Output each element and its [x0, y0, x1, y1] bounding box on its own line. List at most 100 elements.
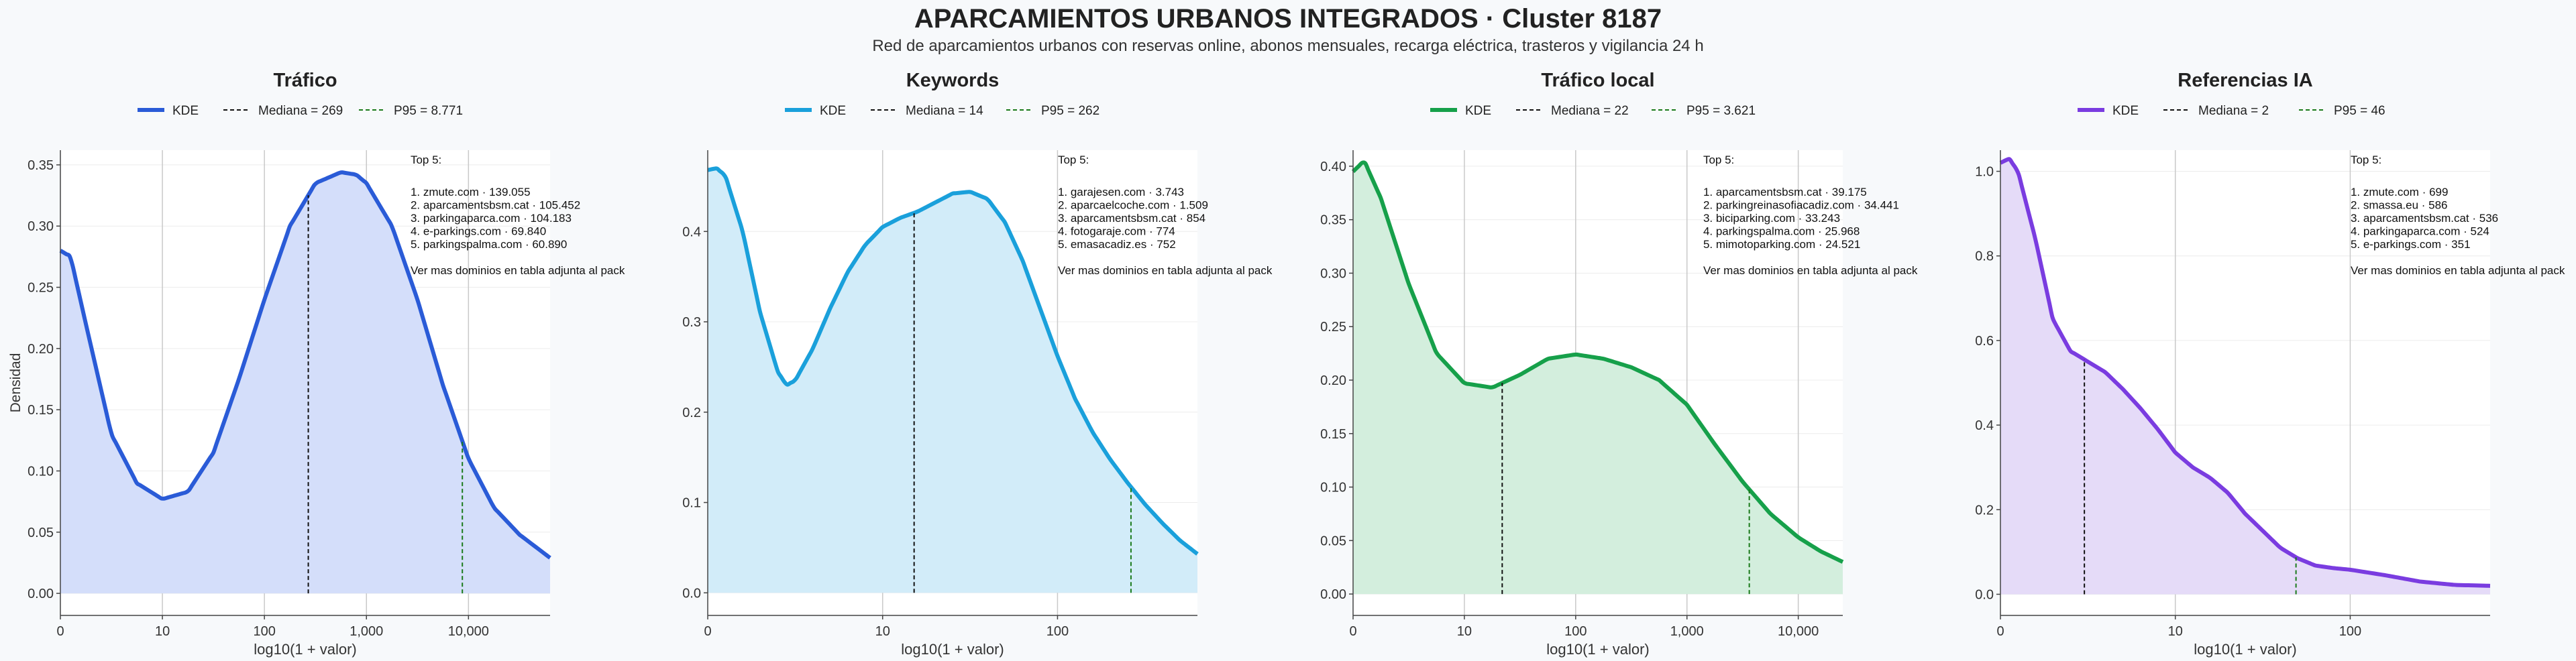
- legend-p95-label: P95 = 8.771: [394, 104, 463, 118]
- top5-item: 5. mimotoparking.com · 24.521: [1703, 238, 1860, 251]
- top5-item: 1. garajesen.com · 3.743: [1058, 186, 1184, 198]
- legend-p95-label: P95 = 262: [1041, 104, 1099, 118]
- y-tick-label: 0.15: [28, 403, 54, 418]
- y-axis-label: Densidad: [8, 353, 23, 413]
- top5-item: 1. zmute.com · 699: [2351, 186, 2449, 198]
- top5-item: 3. biciparking.com · 33.243: [1703, 212, 1840, 225]
- kde-line: [707, 166, 1199, 556]
- x-axis-label: log10(1 + valor): [1546, 641, 1649, 658]
- top5-item: 1. zmute.com · 139.055: [411, 186, 531, 198]
- top5-item: 2. aparcamentsbsm.cat · 105.452: [411, 199, 580, 212]
- y-tick-label: 0.30: [28, 219, 54, 234]
- page-subtitle: Red de aparcamientos urbanos con reserva…: [872, 37, 1704, 55]
- top5-footer: Ver mas dominios en tabla adjunta al pac…: [1703, 264, 1918, 277]
- top5-item: 3. aparcamentsbsm.cat · 536: [2351, 212, 2498, 225]
- y-tick-label: 0.10: [1320, 481, 1346, 495]
- x-axis-label: log10(1 + valor): [2194, 641, 2296, 658]
- x-tick-label: 10,000: [448, 624, 489, 639]
- top5-item: 5. e-parkings.com · 351: [2351, 238, 2471, 251]
- top5-footer: Ver mas dominios en tabla adjunta al pac…: [2351, 264, 2565, 277]
- top5-footer: Ver mas dominios en tabla adjunta al pac…: [411, 264, 625, 277]
- kde-line: [59, 170, 551, 560]
- top5-item: 5. emasacadiz.es · 752: [1058, 238, 1176, 251]
- kde-area: [2000, 159, 2490, 595]
- y-tick-label: 0.00: [1320, 587, 1346, 602]
- legend-median-label: Mediana = 14: [906, 104, 983, 118]
- chart-panel: 0.00 0.05 0.10 0.15 0.20 0.25 0.30 0.35 0 10 100 1,…: [8, 104, 625, 658]
- top5-heading: Top 5:: [1703, 154, 1734, 166]
- chart-panel: 0.00 0.05 0.10 0.15 0.20 0.25 0.30 0.35 0.40 0 10 1…: [1320, 104, 1918, 658]
- top5-item: 3. aparcamentsbsm.cat · 854: [1058, 212, 1205, 225]
- legend-kde-label: KDE: [820, 104, 846, 118]
- y-tick-label: 0.10: [28, 464, 54, 479]
- top5-item: 4. fotogaraje.com · 774: [1058, 225, 1175, 238]
- top5-item: 5. parkingspalma.com · 60.890: [411, 238, 567, 251]
- y-tick-label: 0.6: [1975, 334, 1994, 349]
- legend-p95-label: P95 = 46: [2334, 104, 2385, 118]
- y-tick-label: 0.3: [682, 315, 701, 330]
- kde-area: [1353, 162, 1843, 595]
- top5-item: 2. smassa.eu · 586: [2351, 199, 2448, 212]
- page-title: APARCAMIENTOS URBANOS INTEGRADOS · Clust…: [914, 4, 1662, 34]
- legend-kde-label: KDE: [1465, 104, 1491, 118]
- top5-item: 4. parkingspalma.com · 25.968: [1703, 225, 1860, 238]
- x-tick-label: 100: [1564, 624, 1587, 639]
- y-tick-label: 0.1: [682, 496, 701, 511]
- panel-title-trafico-local: Tráfico local: [1541, 70, 1655, 91]
- x-tick-label: 1,000: [350, 624, 383, 639]
- y-tick-label: 0.2: [682, 406, 701, 420]
- x-tick-label: 1,000: [1670, 624, 1704, 639]
- y-tick-label: 0.4: [682, 225, 701, 239]
- top5-item: 4. e-parkings.com · 69.840: [411, 225, 546, 238]
- top5-item: 2. aparcaelcoche.com · 1.509: [1058, 199, 1208, 212]
- top5-footer: Ver mas dominios en tabla adjunta al pac…: [1058, 264, 1273, 277]
- legend: KDE Mediana = 269 P95 = 8.771: [138, 104, 463, 118]
- chart-panel: 0.0 0.1 0.2 0.3 0.4 0 10 100 log10(1 + valor) Top…: [682, 104, 1273, 658]
- top5-item: 2. parkingreinasofiacadiz.com · 34.441: [1703, 199, 1899, 212]
- legend-kde-label: KDE: [2112, 104, 2139, 118]
- y-tick-label: 1.0: [1975, 165, 1994, 180]
- x-tick-label: 10,000: [1778, 624, 1819, 639]
- y-tick-label: 0.15: [1320, 427, 1346, 442]
- top5-heading: Top 5:: [411, 154, 441, 166]
- legend: KDE Mediana = 22 P95 = 3.621: [1430, 104, 1756, 118]
- x-tick-label: 10: [155, 624, 170, 639]
- top5-heading: Top 5:: [1058, 154, 1089, 166]
- y-tick-label: 0.0: [1975, 587, 1994, 602]
- y-tick-label: 0.00: [28, 587, 54, 601]
- y-tick-label: 0.25: [1320, 320, 1346, 335]
- legend-p95-label: P95 = 3.621: [1686, 104, 1756, 118]
- legend-median-label: Mediana = 269: [258, 104, 343, 118]
- y-tick-label: 0.25: [28, 281, 54, 296]
- top5-item: 3. parkingaparca.com · 104.183: [411, 212, 572, 225]
- legend-median-label: Mediana = 22: [1551, 104, 1629, 118]
- panel-title-keywords: Keywords: [906, 70, 1000, 91]
- y-tick-label: 0.05: [28, 526, 54, 540]
- y-tick-label: 0.4: [1975, 418, 1994, 433]
- top5-heading: Top 5:: [2351, 154, 2381, 166]
- chart-panel: 0.0 0.2 0.4 0.6 0.8 1.0 0 10 100 log10(1 + valor)…: [1975, 104, 2565, 658]
- legend: KDE Mediana = 14 P95 = 262: [785, 104, 1099, 118]
- y-tick-label: 0.35: [1320, 213, 1346, 228]
- legend-kde-label: KDE: [172, 104, 199, 118]
- x-axis-label: log10(1 + valor): [901, 641, 1004, 658]
- x-tick-label: 10: [2168, 624, 2183, 639]
- x-tick-label: 0: [704, 624, 711, 639]
- kde-line: [1999, 157, 2491, 588]
- legend-median-label: Mediana = 2: [2198, 104, 2269, 118]
- x-tick-label: 100: [253, 624, 275, 639]
- x-tick-label: 0: [1996, 624, 2004, 639]
- panel-title-referencias-ia: Referencias IA: [2178, 70, 2313, 91]
- y-tick-label: 0.30: [1320, 266, 1346, 281]
- x-tick-label: 100: [2339, 624, 2361, 639]
- kde-area: [60, 172, 550, 594]
- y-tick-label: 0.0: [682, 586, 701, 601]
- x-axis-label: log10(1 + valor): [254, 641, 356, 658]
- top5-item: 4. parkingaparca.com · 524: [2351, 225, 2489, 238]
- kde-area: [708, 168, 1197, 593]
- y-tick-label: 0.35: [28, 158, 54, 173]
- x-tick-label: 0: [1349, 624, 1356, 639]
- x-tick-label: 0: [56, 624, 64, 639]
- y-tick-label: 0.2: [1975, 503, 1994, 518]
- legend: KDE Mediana = 2 P95 = 46: [2078, 104, 2385, 118]
